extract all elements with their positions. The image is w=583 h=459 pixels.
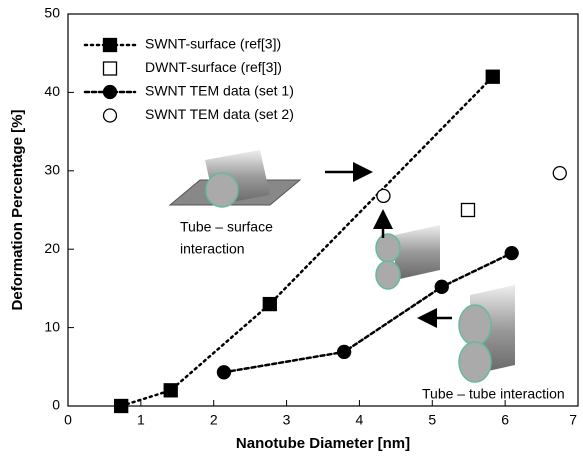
data-point: [114, 398, 129, 414]
x-tick-label: 0: [64, 412, 72, 428]
annotation: interaction: [180, 241, 245, 257]
y-tick-label: 0: [52, 397, 60, 413]
x-tick-label: 1: [137, 412, 145, 428]
series-line: [222, 251, 513, 374]
legend-label: SWNT TEM data (set 2): [145, 106, 294, 122]
plot-frame: [67, 13, 579, 407]
annotation: Tube – tube interaction: [422, 386, 565, 402]
x-tick-label: 2: [210, 412, 218, 428]
data-point: [216, 365, 232, 380]
data-point: [504, 245, 519, 261]
data-point: [376, 188, 391, 204]
y-tick-label: 20: [44, 240, 60, 256]
x-tick-label: 7: [569, 412, 577, 428]
x-tick-label: 3: [283, 412, 291, 428]
data-point: [485, 69, 500, 84]
annotation: Tube – surface: [180, 219, 273, 235]
x-axis-title: Nanotube Diameter [nm]: [236, 435, 410, 452]
legend-marker: [102, 37, 118, 53]
data-point: [336, 344, 352, 360]
x-tick-label: 4: [356, 412, 364, 428]
y-tick-label: 10: [44, 318, 60, 334]
legend-marker: [102, 61, 118, 76]
legend-label: SWNT TEM data (set 1): [145, 83, 294, 99]
illustrations: [168, 150, 515, 383]
data-point: [460, 202, 476, 218]
data-point: [552, 166, 567, 181]
legend-marker: [102, 108, 118, 123]
y-tick-label: 50: [44, 5, 60, 21]
x-tick-label: 6: [501, 412, 509, 428]
data-point: [163, 383, 178, 398]
data-point: [434, 279, 449, 294]
legend-label: DWNT-surface (ref[3]): [145, 59, 282, 75]
data-point: [262, 296, 277, 312]
legend-marker: [102, 84, 118, 100]
x-tick-label: 5: [428, 412, 436, 428]
legend-label: SWNT-surface (ref[3]): [145, 36, 281, 52]
y-axis-title: Deformation Percentage [%]: [9, 110, 26, 311]
y-tick-label: 30: [44, 162, 60, 178]
y-tick-label: 40: [44, 83, 60, 99]
